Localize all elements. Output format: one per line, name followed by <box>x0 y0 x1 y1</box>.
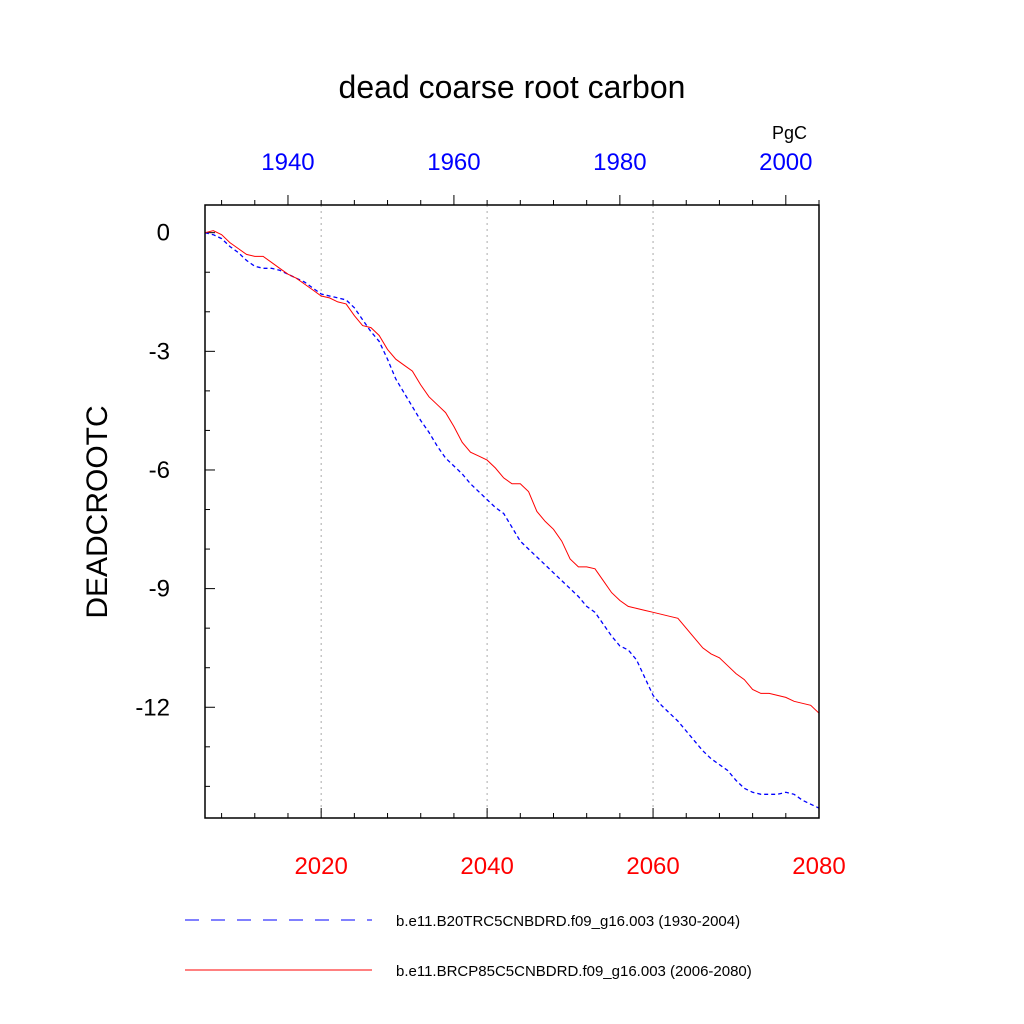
plot-frame <box>204 204 820 819</box>
y-tick-label: -12 <box>135 694 170 721</box>
top-tick-label: 1980 <box>593 149 646 176</box>
series-lines <box>204 230 820 809</box>
grid-lines <box>320 205 654 818</box>
legend-label: b.e11.B20TRC5CNBDRD.f09_g16.003 (1930-20… <box>396 913 740 930</box>
y-tick-label: 0 <box>157 220 170 247</box>
series-line-projection <box>204 230 820 714</box>
bottom-tick-label: 2060 <box>626 853 679 880</box>
units-label: PgC <box>772 123 807 143</box>
bottom-tick-label: 2080 <box>792 853 845 880</box>
chart-title: dead coarse root carbon <box>339 69 686 105</box>
legend-label: b.e11.BRCP85C5CNBDRD.f09_g16.003 (2006-2… <box>396 963 752 980</box>
top-tick-label: 1940 <box>261 149 314 176</box>
series-line-historical <box>204 232 820 809</box>
y-tick-label: -6 <box>149 457 170 484</box>
top-tick-label: 2000 <box>759 149 812 176</box>
tick-labels: 0 -3 -6 -9 -12 2020 2040 2060 2080 1940 1960 1980 20… <box>135 149 845 880</box>
bottom-tick-label: 2020 <box>294 853 347 880</box>
axis-ticks <box>205 195 820 818</box>
bottom-tick-label: 2040 <box>460 853 513 880</box>
y-axis-label: DEADCROOTC <box>81 405 114 618</box>
y-tick-label: -3 <box>149 338 170 365</box>
legend: b.e11.B20TRC5CNBDRD.f09_g16.003 (1930-20… <box>185 913 752 980</box>
y-tick-label: -9 <box>149 576 170 603</box>
top-tick-label: 1960 <box>427 149 480 176</box>
